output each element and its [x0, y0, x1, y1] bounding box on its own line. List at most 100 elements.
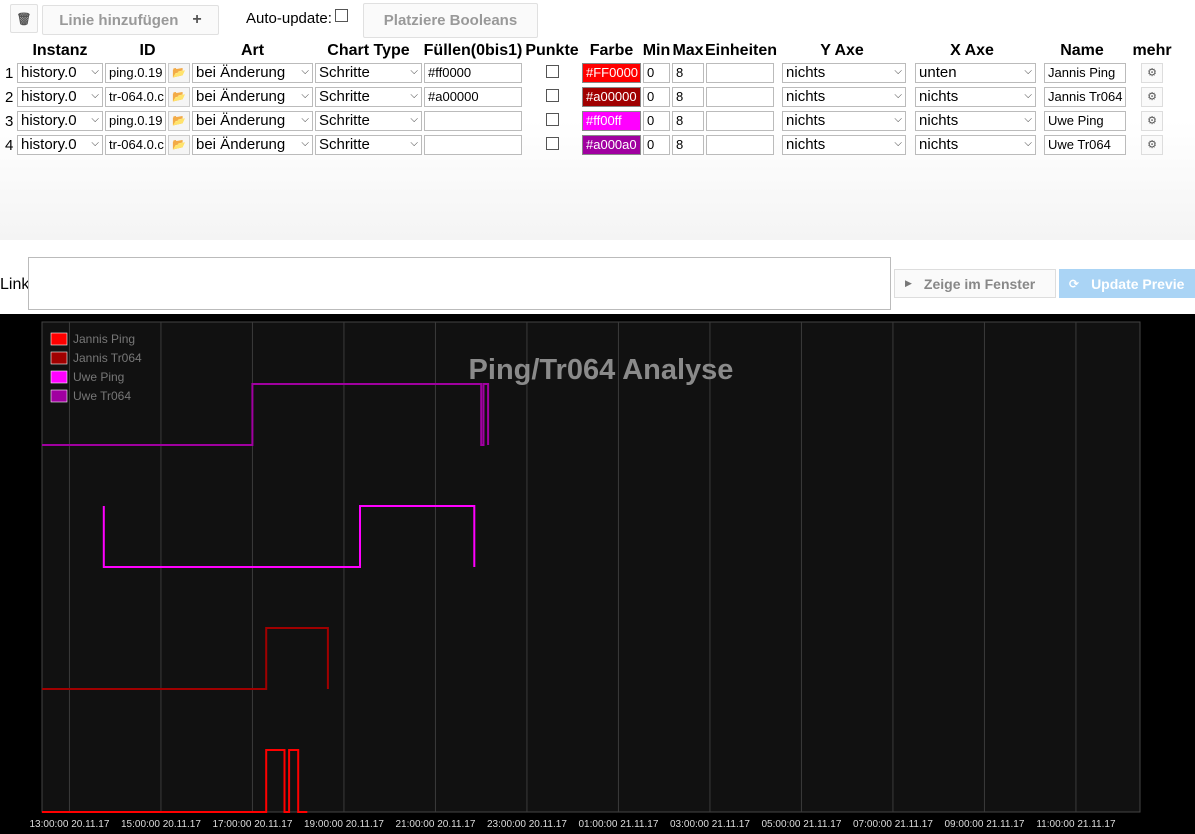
id-input[interactable]: ping.0.19 — [105, 111, 166, 131]
chart-type-select[interactable]: Schritte ⌵ — [315, 111, 422, 131]
x-axis-select[interactable]: nichts ⌵ — [915, 135, 1037, 155]
table-cell: nichts ⌵ — [907, 85, 1037, 109]
autoupdate-checkbox[interactable] — [334, 9, 348, 22]
color-input[interactable]: #a00000 — [582, 87, 641, 107]
color-input[interactable]: #a000a0 — [582, 135, 641, 155]
table-cell: nichts ⌵ — [907, 133, 1037, 157]
min-input[interactable]: 0 — [643, 87, 670, 107]
header-row: Instanz ID Art Chart Type Füllen(0bis1) … — [4, 40, 1177, 61]
x-tick-label: 19:00:00 20.11.17 — [304, 819, 384, 830]
place-booleans-button[interactable]: Platziere Booleans — [363, 3, 538, 38]
folder-icon[interactable]: 📂 — [168, 87, 190, 107]
show-in-window-button[interactable]: ▶ Zeige im Fenster — [894, 269, 1056, 298]
chart-type-select[interactable]: Schritte ⌵ — [315, 63, 422, 83]
art-select[interactable]: bei Änderung ⌵ — [192, 135, 313, 155]
instance-select[interactable]: history.0 ⌵ — [17, 111, 103, 131]
table-cell: nichts ⌵ — [777, 109, 907, 133]
max-input[interactable]: 8 — [672, 135, 704, 155]
table-cell: history.0 ⌵ — [16, 85, 104, 109]
instance-select[interactable]: history.0 ⌵ — [17, 63, 103, 83]
id-input[interactable]: tr-064.0.c — [105, 135, 166, 155]
points-checkbox[interactable] — [545, 89, 559, 102]
legend-swatch — [50, 332, 68, 346]
max-input[interactable]: 8 — [672, 87, 704, 107]
chart-type-select[interactable]: Schritte ⌵ — [315, 135, 422, 155]
table-cell: 8 — [671, 133, 705, 157]
units-input[interactable] — [706, 87, 774, 107]
id-input[interactable]: tr-064.0.c — [105, 87, 166, 107]
add-line-button[interactable]: Linie hinzufügen + — [42, 5, 219, 35]
name-input[interactable]: Jannis Tr064 — [1044, 87, 1127, 107]
points-checkbox[interactable] — [545, 113, 559, 126]
table-cell: 📂 — [167, 109, 191, 133]
color-input[interactable]: #FF0000 — [582, 63, 641, 83]
y-axis-select[interactable]: nichts ⌵ — [782, 63, 907, 83]
chevron-down-icon: ⌵ — [410, 114, 418, 125]
fill-input[interactable] — [424, 135, 522, 155]
units-input[interactable] — [706, 135, 774, 155]
show-in-window-label: Zeige im Fenster — [923, 275, 1036, 292]
x-axis-select[interactable]: nichts ⌵ — [915, 87, 1037, 107]
min-input[interactable]: 0 — [643, 111, 670, 131]
id-input[interactable]: ping.0.19 — [105, 63, 166, 83]
chart-type-select[interactable]: Schritte ⌵ — [315, 87, 422, 107]
table-cell — [523, 109, 581, 133]
table-row: 2 history.0 ⌵ tr-064.0.c 📂 bei Änderung ⌵ Schri… — [4, 85, 1177, 109]
x-tick-label: 01:00:00 21.11.17 — [579, 819, 659, 830]
table-cell: Jannis Tr064 — [1037, 85, 1127, 109]
table-row: 4 history.0 ⌵ tr-064.0.c 📂 bei Änderung ⌵ Schri… — [4, 133, 1177, 157]
art-select[interactable]: bei Änderung ⌵ — [192, 111, 313, 131]
x-axis-select[interactable]: nichts ⌵ — [915, 111, 1037, 131]
link-input[interactable] — [28, 257, 891, 310]
table-cell: 📂 — [167, 61, 191, 85]
table-row: 1 history.0 ⌵ ping.0.19 📂 bei Änderung ⌵ Schrit… — [4, 61, 1177, 85]
chevron-down-icon: ⌵ — [301, 90, 309, 101]
folder-icon[interactable]: 📂 — [168, 111, 190, 131]
gear-icon[interactable]: ⚙ — [1141, 135, 1164, 155]
y-axis-select[interactable]: nichts ⌵ — [782, 87, 907, 107]
gear-icon[interactable]: ⚙ — [1141, 63, 1164, 83]
name-input[interactable]: Jannis Ping — [1044, 63, 1127, 83]
instance-select[interactable]: history.0 ⌵ — [17, 135, 103, 155]
chevron-down-icon: ⌵ — [91, 114, 99, 125]
fill-input[interactable]: #ff0000 — [424, 63, 522, 83]
x-axis-select-value: nichts — [919, 136, 959, 153]
col-color: Farbe — [589, 41, 634, 59]
table-cell: #FF0000 — [581, 61, 642, 85]
name-input[interactable]: Uwe Tr064 — [1044, 135, 1127, 155]
table-cell: history.0 ⌵ — [16, 133, 104, 157]
gear-icon[interactable]: ⚙ — [1141, 87, 1164, 107]
row-number: 1 — [5, 64, 14, 82]
color-input[interactable]: #ff00ff — [582, 111, 641, 131]
table-cell: 8 — [671, 85, 705, 109]
art-select[interactable]: bei Änderung ⌵ — [192, 87, 313, 107]
chevron-down-icon: ⌵ — [894, 66, 903, 77]
y-axis-select[interactable]: nichts ⌵ — [782, 135, 907, 155]
col-fill: Füllen(0bis1) — [423, 41, 523, 59]
y-axis-select[interactable]: nichts ⌵ — [782, 111, 907, 131]
max-input[interactable]: 8 — [672, 63, 704, 83]
min-input[interactable]: 0 — [643, 135, 670, 155]
table-cell: Schritte ⌵ — [314, 61, 423, 85]
art-select[interactable]: bei Änderung ⌵ — [192, 63, 313, 83]
y-axis-select-value: nichts — [786, 112, 826, 129]
folder-icon[interactable]: 📂 — [168, 63, 190, 83]
min-input[interactable]: 0 — [643, 63, 670, 83]
y-axis-select-value: nichts — [786, 88, 826, 105]
name-input[interactable]: Uwe Ping — [1044, 111, 1127, 131]
folder-icon[interactable]: 📂 — [168, 135, 190, 155]
points-checkbox[interactable] — [545, 65, 559, 78]
gear-icon[interactable]: ⚙ — [1141, 111, 1164, 131]
fill-input[interactable] — [424, 111, 522, 131]
instance-select[interactable]: history.0 ⌵ — [17, 87, 103, 107]
x-axis-select[interactable]: unten ⌵ — [915, 63, 1037, 83]
units-input[interactable] — [706, 63, 774, 83]
max-input[interactable]: 8 — [672, 111, 704, 131]
chart-type-select-value: Schritte — [319, 64, 370, 81]
points-checkbox[interactable] — [545, 137, 559, 150]
fill-input[interactable]: #a00000 — [424, 87, 522, 107]
units-input[interactable] — [706, 111, 774, 131]
update-preview-button[interactable]: ⟳ Update Previe — [1059, 269, 1195, 298]
delete-button[interactable]: 🗑 — [10, 4, 38, 33]
table-cell: ⚙ — [1127, 133, 1177, 157]
